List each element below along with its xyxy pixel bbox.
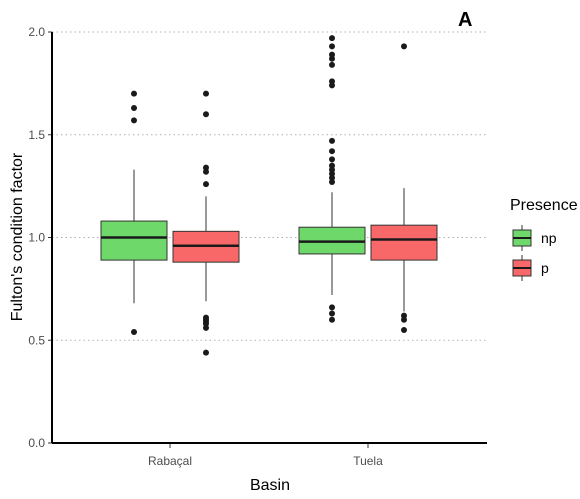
outlier-point <box>401 316 407 323</box>
y-tick-label: 1.5 <box>28 128 45 142</box>
outlier-point <box>203 90 209 97</box>
outlier-point <box>131 117 137 124</box>
outlier-point <box>329 166 335 173</box>
outlier-point <box>203 314 209 321</box>
legend-key-np <box>512 225 532 251</box>
gridlines <box>52 31 487 341</box>
legend-label-p: p <box>541 260 549 276</box>
legend: Presence np p <box>510 197 578 281</box>
legend-title: Presence <box>510 197 578 214</box>
box-rabaçal-np <box>100 90 168 336</box>
box-body <box>370 224 438 261</box>
outlier-point <box>203 111 209 118</box>
outlier-point <box>329 55 335 62</box>
outlier-point <box>329 78 335 85</box>
outlier-point <box>329 35 335 42</box>
outlier-point <box>329 43 335 50</box>
outlier-point <box>329 304 335 311</box>
box-rabaçal-p <box>172 90 240 356</box>
outlier-point <box>329 137 335 144</box>
legend-label-np: np <box>541 230 557 246</box>
outlier-point <box>401 43 407 50</box>
panel-label: A <box>458 9 472 31</box>
box-tuela-np <box>298 35 366 323</box>
outlier-point <box>329 162 335 169</box>
y-tick-label: 2.0 <box>28 25 45 39</box>
outlier-point <box>203 324 209 331</box>
outlier-point <box>401 312 407 319</box>
y-tick-label: 1.0 <box>28 231 45 245</box>
x-axis-ticks: Rabaçal Tuela <box>148 443 383 468</box>
outlier-point <box>329 61 335 68</box>
outlier-point <box>131 329 137 336</box>
outlier-point <box>329 316 335 323</box>
y-tick-label: 0.0 <box>28 436 45 450</box>
outlier-point <box>131 105 137 112</box>
outlier-point <box>131 90 137 97</box>
y-axis-title: Fulton's condition factor <box>9 152 26 321</box>
y-tick-label: 0.5 <box>28 333 45 347</box>
outlier-point <box>329 310 335 317</box>
outlier-point <box>401 326 407 333</box>
outlier-point <box>329 174 335 181</box>
outlier-point <box>329 170 335 177</box>
outlier-point <box>329 156 335 163</box>
y-axis-ticks: 0.0 0.5 1.0 1.5 2.0 <box>28 25 52 450</box>
x-axis-title: Basin <box>250 477 290 494</box>
outlier-point <box>203 164 209 171</box>
box-tuela-p <box>370 43 438 333</box>
outlier-point <box>329 179 335 186</box>
outlier-point <box>203 181 209 188</box>
x-tick-label: Rabaçal <box>148 454 192 468</box>
x-tick-label: Tuela <box>353 454 383 468</box>
outlier-point <box>329 51 335 58</box>
outlier-point <box>203 168 209 175</box>
outlier-point <box>329 82 335 89</box>
box-body <box>100 220 168 261</box>
legend-key-p <box>512 255 532 281</box>
outlier-point <box>329 148 335 155</box>
boxplots <box>100 35 438 356</box>
outlier-point <box>203 349 209 356</box>
